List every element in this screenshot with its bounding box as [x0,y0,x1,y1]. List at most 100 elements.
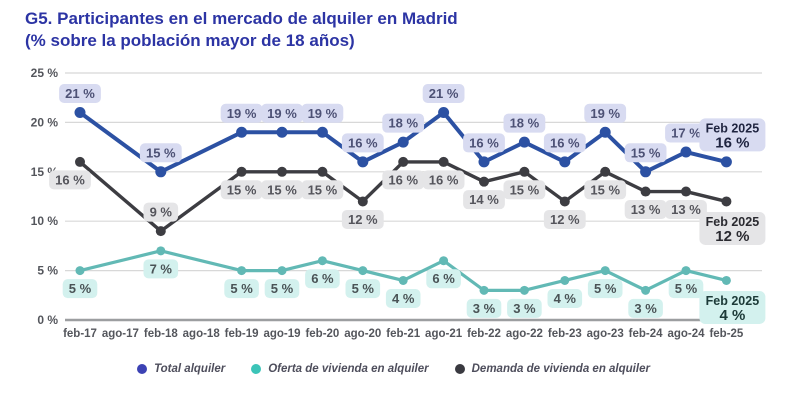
chart-text: 4 % [554,291,577,306]
data-point [721,275,731,285]
data-label-bg [220,103,263,123]
chart-text: 5 % [69,281,92,296]
chart-text: ago-19 [263,328,300,340]
chart-text: 13 % [671,202,701,217]
chart-text: 5 % [352,281,375,296]
chart-text: 5 % [271,281,294,296]
chart-text: 12 % [715,228,749,245]
legend-label-oferta: Oferta de vivienda en alquiler [268,363,429,375]
data-label-bg [139,143,182,163]
chart-title-line1: G5. Participantes en el mercado de alqui… [25,9,458,28]
chart-text: 12 % [550,212,580,227]
chart-text: ago-22 [506,328,543,340]
data-point [439,256,449,266]
chart-text: 15 % [227,182,257,197]
chart-text: ago-21 [425,328,463,340]
chart-text: 14 % [469,192,499,207]
data-label-bg [503,180,546,200]
chart-text: 16 % [469,135,499,150]
chart-text: ago-18 [183,328,221,340]
chart-text: feb-22 [467,328,501,340]
data-point [357,196,368,207]
chart-text: 17 % [671,126,701,141]
data-point [681,186,691,197]
callout-bg [699,290,766,324]
chart-text: 5 % [594,281,617,296]
data-label-bg [463,190,505,210]
chart-text: feb-25 [709,328,743,340]
data-label-bg [385,288,421,308]
data-point [479,176,489,187]
data-label-bg [59,84,101,104]
chart-text: 10 % [31,214,59,228]
data-point [155,226,166,237]
chart-text: 5 % [37,264,58,278]
chart-text: feb-20 [305,328,339,340]
data-point [640,186,651,197]
data-point [479,285,489,295]
chart-text: 16 % [550,135,580,150]
data-point [237,266,247,276]
chart-text: 0 % [37,313,58,327]
data-label-bg [224,279,259,299]
legend-item-oferta: Oferta de vivienda en alquiler [251,363,429,375]
data-point [599,126,611,138]
callout-bg [699,118,766,152]
data-point [277,266,287,276]
data-label-bg [301,103,344,123]
data-label-bg [49,170,91,190]
chart-text: 5 % [675,281,698,296]
chart-text: 9 % [150,205,173,220]
data-label-bg [466,298,502,318]
data-label-bg [584,103,627,123]
data-point [75,266,85,276]
chart-text: Feb 2025 [706,215,760,229]
chart-text: feb-17 [63,328,97,340]
data-label-bg [587,279,623,299]
data-label-bg [668,279,704,299]
data-point [358,266,368,276]
chart-text: ago-24 [667,328,705,340]
chart-text: 15 % [267,182,297,197]
data-label-bg [301,180,344,200]
data-point [155,166,167,178]
legend-label-total: Total alquiler [154,363,226,375]
data-point [478,156,490,168]
chart-title-line2: (% sobre la población mayor de 18 años) [25,31,355,50]
callout-bg [699,211,766,245]
data-point [397,136,409,148]
data-point [398,275,408,285]
chart-text: Feb 2025 [706,294,760,308]
chart-text: 16 % [388,172,418,187]
chart-text: 7 % [150,261,173,276]
data-label-bg [261,180,303,200]
data-point [316,126,328,138]
chart-text: ago-17 [102,328,139,340]
data-label-bg [628,298,663,318]
chart-text: 5 % [230,281,253,296]
data-label-bg [543,133,586,153]
data-label-bg [382,170,425,190]
data-label-bg [624,200,667,220]
data-point [600,166,611,177]
data-point [560,275,570,285]
legend-dot-total-icon [137,364,148,374]
chart-text: 21 % [65,86,95,101]
data-point [519,285,529,295]
chart-text: 6 % [311,271,334,286]
chart-text: 16 % [55,172,85,187]
data-label-bg [665,200,707,220]
data-label-bg [624,143,667,163]
data-label-bg [345,279,381,299]
chart-text: 16 % [348,135,378,150]
chart-text: 3 % [513,301,536,316]
chart-text: 12 % [348,212,378,227]
chart-text: 4 % [392,291,415,306]
data-label-bg [426,269,461,289]
chart-text: 18 % [510,116,540,131]
data-label-bg [261,103,303,123]
data-point [559,156,571,168]
